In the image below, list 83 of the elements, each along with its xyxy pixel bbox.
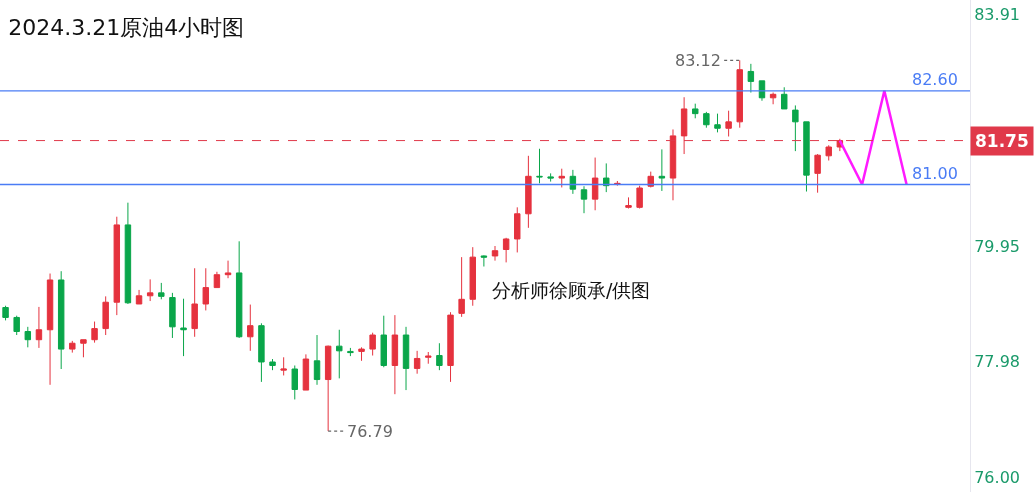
candlestick <box>447 311 454 383</box>
candlestick <box>480 254 488 267</box>
candlestick <box>580 185 588 214</box>
candlestick <box>102 295 109 336</box>
candlestick <box>402 326 410 391</box>
candlestick <box>13 315 20 336</box>
candlestick <box>758 80 766 102</box>
candlestick <box>781 86 788 110</box>
candlestick <box>280 356 287 376</box>
candlestick <box>180 298 187 357</box>
annotation: 83.12 <box>675 51 721 70</box>
candlestick <box>313 334 321 386</box>
candlestick <box>502 237 510 263</box>
annotation: 分析师徐顾承/供图 <box>492 279 651 301</box>
candlestick <box>336 329 343 379</box>
candlestick <box>569 169 577 195</box>
ref-line-label: 81.00 <box>912 164 958 183</box>
y-tick-label: 79.95 <box>974 236 1021 256</box>
candlestick <box>291 364 299 400</box>
y-tick-label: 76.00 <box>974 467 1021 487</box>
candlestick <box>369 332 376 357</box>
candlestick <box>425 351 432 365</box>
candlestick <box>269 358 276 371</box>
candlestick <box>80 339 87 358</box>
candlestick <box>146 278 154 302</box>
candlestick <box>525 155 532 229</box>
candlestick <box>235 240 243 339</box>
candlestick <box>792 104 799 152</box>
candlestick <box>514 206 521 253</box>
candlestick <box>24 326 32 348</box>
candlestick <box>358 346 365 362</box>
candlestick <box>69 340 76 354</box>
candlestick <box>814 153 821 194</box>
text: 2024.3.21原油4小时图 <box>8 15 245 41</box>
candlestick <box>769 92 777 105</box>
candlestick <box>347 347 354 357</box>
candlestick <box>547 172 554 183</box>
candlestick <box>825 144 832 161</box>
candlestick <box>191 267 198 338</box>
candlestick <box>46 273 54 386</box>
candlestick <box>491 245 499 262</box>
candlestick <box>469 246 476 307</box>
ref-line-label: 82.60 <box>912 70 958 89</box>
candlestick <box>658 148 666 192</box>
candlestick <box>158 282 165 300</box>
candlestick <box>747 63 755 94</box>
candlestick <box>458 256 465 318</box>
candlestick <box>714 113 721 133</box>
candlestick <box>603 162 610 193</box>
candlestick <box>436 342 443 371</box>
candlestick <box>135 289 143 305</box>
candlestick <box>692 103 699 119</box>
candlestick <box>2 305 9 321</box>
y-tick-label: 77.98 <box>974 351 1021 371</box>
candlestick <box>324 345 332 432</box>
candlestick <box>91 321 98 344</box>
candlestick <box>536 148 543 184</box>
candlestick <box>224 260 232 279</box>
candlestick <box>558 168 565 188</box>
candlestick <box>124 202 132 305</box>
candlestick <box>625 196 632 210</box>
candlestick <box>703 111 710 129</box>
candlestick <box>736 59 743 129</box>
candlestick <box>391 314 399 395</box>
candlestick <box>213 271 221 289</box>
candlestick <box>413 350 421 375</box>
candlestick <box>725 110 732 137</box>
candlestick <box>258 322 265 383</box>
candlestick <box>803 121 810 193</box>
candlestick <box>113 216 121 316</box>
candlestick <box>636 185 643 210</box>
candlestick <box>247 304 254 352</box>
candlestick <box>647 171 654 188</box>
candlestick <box>202 267 210 311</box>
annotation: 76.79 <box>347 422 393 441</box>
candlestick <box>302 353 310 391</box>
y-tick-label: 83.91 <box>974 4 1021 24</box>
ref-line-label: 81.75 <box>975 131 1029 151</box>
candlestick <box>591 157 599 211</box>
candlestick <box>57 270 65 370</box>
candlestick <box>380 315 387 368</box>
candlestick <box>169 292 176 339</box>
candlestick <box>35 306 43 349</box>
